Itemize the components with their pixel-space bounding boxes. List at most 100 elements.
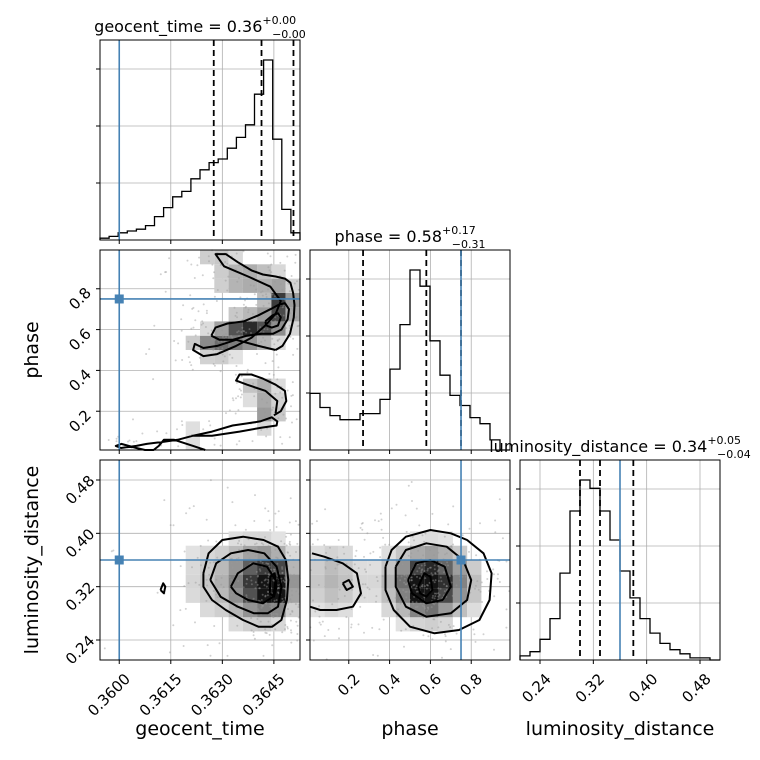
scatter-point-2-1 [350,578,353,581]
scatter-point-1-0 [276,290,279,293]
scatter-point-2-1 [486,578,489,580]
density-cell-1-0 [228,321,243,336]
scatter-point-1-0 [208,420,211,423]
y-axis-label-1: phase [21,321,43,378]
scatter-point-2-1 [318,621,321,624]
scatter-point-1-0 [191,307,194,310]
scatter-point-1-0 [267,266,270,269]
scatter-point-2-0 [254,554,257,557]
scatter-point-1-0 [177,342,180,345]
scatter-point-2-0 [297,603,300,606]
scatter-point-1-0 [235,311,238,314]
scatter-point-2-1 [360,594,363,597]
scatter-point-1-0 [115,440,118,443]
scatter-point-1-0 [247,311,250,314]
scatter-point-1-0 [236,280,239,283]
scatter-point-2-1 [498,581,501,583]
scatter-point-2-0 [272,568,275,571]
scatter-point-2-0 [249,575,252,578]
density-cell-1-0 [228,278,243,293]
scatter-point-2-0 [188,507,191,510]
scatter-point-2-0 [234,524,237,527]
scatter-point-2-1 [366,532,369,535]
scatter-point-2-1 [426,584,428,586]
contour-1-0-4 [114,416,279,451]
scatter-point-2-1 [421,534,424,537]
scatter-point-2-0 [296,542,299,545]
scatter-point-1-0 [283,280,286,283]
scatter-point-2-0 [236,603,239,606]
density-cell-2-1 [410,545,425,560]
scatter-point-2-0 [268,519,271,522]
scatter-point-1-0 [294,316,297,319]
scatter-point-2-0 [284,574,287,577]
scatter-point-2-1 [448,574,451,577]
title-plus: +0.05 [707,434,741,447]
scatter-point-1-0 [174,359,177,362]
scatter-point-1-0 [190,327,193,330]
scatter-point-2-1 [433,581,436,584]
scatter-point-2-0 [245,582,248,585]
scatter-point-2-0 [209,479,212,482]
scatter-point-2-1 [421,585,424,588]
density-cell-1-0 [242,392,258,408]
scatter-point-2-1 [369,563,372,566]
scatter-point-2-1 [317,584,320,586]
scatter-point-1-0 [273,280,276,283]
scatter-point-2-1 [425,547,428,550]
scatter-point-1-0 [261,294,264,297]
scatter-point-2-0 [179,609,182,612]
scatter-point-2-0 [236,561,239,564]
scatter-point-1-0 [242,250,245,253]
scatter-point-2-0 [289,497,292,500]
scatter-point-1-0 [273,343,276,346]
scatter-point-1-0 [181,424,184,426]
scatter-point-2-0 [237,557,240,559]
scatter-point-2-0 [281,597,284,600]
scatter-point-1-0 [252,284,255,287]
scatter-point-1-0 [215,334,218,336]
scatter-point-2-0 [287,551,289,554]
scatter-point-2-1 [312,639,315,642]
scatter-point-2-0 [297,616,300,619]
scatter-point-1-0 [249,284,252,287]
scatter-point-2-0 [276,562,279,565]
scatter-point-1-0 [265,296,268,298]
panel-title-luminosity_distance: luminosity_distance = 0.34+0.05 −0.04 [489,434,751,461]
scatter-point-1-0 [276,378,279,381]
scatter-point-2-1 [418,577,421,580]
scatter-point-2-0 [250,629,253,632]
scatter-point-1-0 [286,255,289,258]
title-prefix: phase = [335,227,407,246]
scatter-point-2-1 [433,597,436,600]
scatter-point-2-1 [343,552,346,555]
scatter-point-2-1 [411,601,414,603]
axis-labels: geocent_time phase luminosity_distancephas… [21,321,714,740]
scatter-point-2-1 [474,640,477,643]
scatter-point-2-1 [446,561,449,564]
scatter-point-2-1 [399,579,402,582]
scatter-point-1-0 [236,331,239,334]
scatter-point-2-1 [505,560,508,563]
scatter-point-2-0 [284,577,287,580]
scatter-point-1-0 [194,319,197,322]
scatter-point-2-0 [269,602,272,605]
scatter-point-2-0 [272,579,275,582]
scatter-point-2-1 [372,550,375,553]
scatter-point-2-1 [444,635,447,638]
density-cell-2-1 [324,574,339,589]
scatter-point-1-0 [213,437,216,440]
scatter-point-1-0 [264,339,266,342]
scatter-point-1-0 [266,328,269,331]
scatter-point-2-0 [257,574,259,577]
scatter-point-2-0 [289,598,292,601]
density-cell-2-1 [310,574,325,589]
scatter-point-2-1 [438,593,441,596]
scatter-point-1-0 [231,356,234,359]
scatter-point-2-1 [325,551,328,554]
panel-title-phase: phase = 0.58+0.17 −0.31 [335,224,486,251]
scatter-point-2-0 [267,510,270,513]
scatter-point-2-1 [481,601,484,603]
scatter-point-2-0 [249,608,252,611]
scatter-point-1-0 [221,347,224,350]
